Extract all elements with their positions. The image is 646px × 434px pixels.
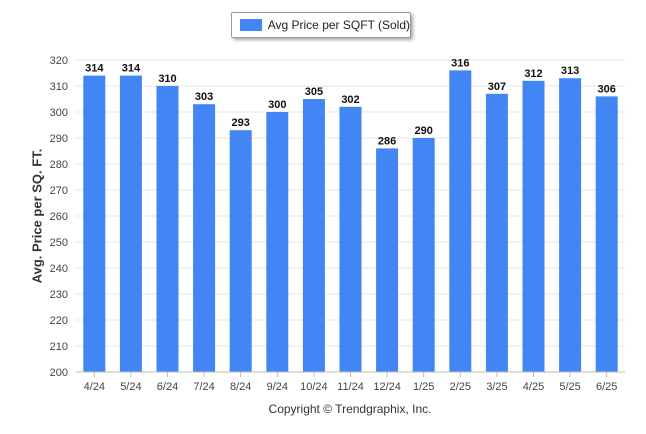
data-label: 286 — [378, 135, 396, 147]
x-tick-label: 2/25 — [450, 381, 471, 393]
data-label: 306 — [598, 83, 616, 95]
x-tick-label: 5/25 — [559, 381, 580, 393]
y-tick-label: 320 — [50, 55, 68, 67]
bar — [156, 86, 179, 372]
data-label: 293 — [232, 117, 250, 129]
x-tick-label: 6/25 — [596, 381, 617, 393]
y-tick-label: 220 — [50, 315, 68, 327]
data-label: 307 — [488, 81, 506, 93]
x-tick-label: 1/25 — [413, 381, 434, 393]
y-tick-label: 270 — [50, 185, 68, 197]
bar — [522, 80, 545, 373]
y-tick-label: 240 — [50, 263, 68, 275]
bar — [449, 70, 472, 373]
data-label: 310 — [158, 73, 176, 85]
data-label: 313 — [561, 65, 579, 77]
x-tick-label: 5/24 — [120, 381, 141, 393]
bar — [193, 104, 216, 372]
bar — [376, 148, 399, 372]
legend-label: Avg Price per SQFT (Sold) — [267, 18, 410, 32]
data-label: 316 — [451, 57, 469, 69]
y-tick-label: 310 — [50, 81, 68, 93]
x-tick-label: 4/25 — [523, 381, 544, 393]
bar — [119, 75, 142, 372]
data-label: 314 — [85, 63, 104, 75]
bar — [302, 99, 325, 372]
data-label: 303 — [195, 91, 213, 103]
y-tick-label: 200 — [50, 367, 68, 379]
bar — [485, 93, 508, 373]
x-tick-label: 11/24 — [337, 381, 364, 393]
data-label: 314 — [122, 63, 141, 75]
bar — [559, 78, 582, 372]
x-tick-label: 8/24 — [230, 381, 251, 393]
bar — [412, 138, 435, 372]
bar — [229, 130, 252, 372]
legend: Avg Price per SQFT (Sold) — [231, 12, 411, 38]
x-tick-label: 12/24 — [373, 381, 401, 393]
y-tick-label: 300 — [50, 107, 68, 119]
data-label: 312 — [524, 68, 542, 80]
data-label: 290 — [415, 125, 433, 137]
legend-swatch — [240, 19, 262, 31]
x-tick-label: 10/24 — [300, 381, 328, 393]
copyright-footer: Copyright © Trendgraphix, Inc. — [268, 402, 432, 416]
x-tick-label: 7/24 — [193, 381, 214, 393]
data-label: 302 — [341, 94, 359, 106]
data-label: 300 — [268, 99, 286, 111]
y-tick-label: 260 — [50, 211, 68, 223]
bar — [266, 112, 289, 372]
x-tick-label: 3/25 — [486, 381, 507, 393]
x-tick-label: 4/24 — [84, 381, 105, 393]
bar — [339, 106, 362, 373]
y-tick-label: 280 — [50, 159, 68, 171]
y-tick-label: 210 — [50, 341, 68, 353]
x-tick-label: 6/24 — [157, 381, 178, 393]
y-tick-label: 250 — [50, 237, 68, 249]
bar — [83, 75, 106, 372]
y-tick-label: 230 — [50, 289, 68, 301]
bar — [595, 96, 618, 373]
data-label: 305 — [305, 86, 323, 98]
y-tick-label: 290 — [50, 133, 68, 145]
x-tick-label: 9/24 — [267, 381, 288, 393]
